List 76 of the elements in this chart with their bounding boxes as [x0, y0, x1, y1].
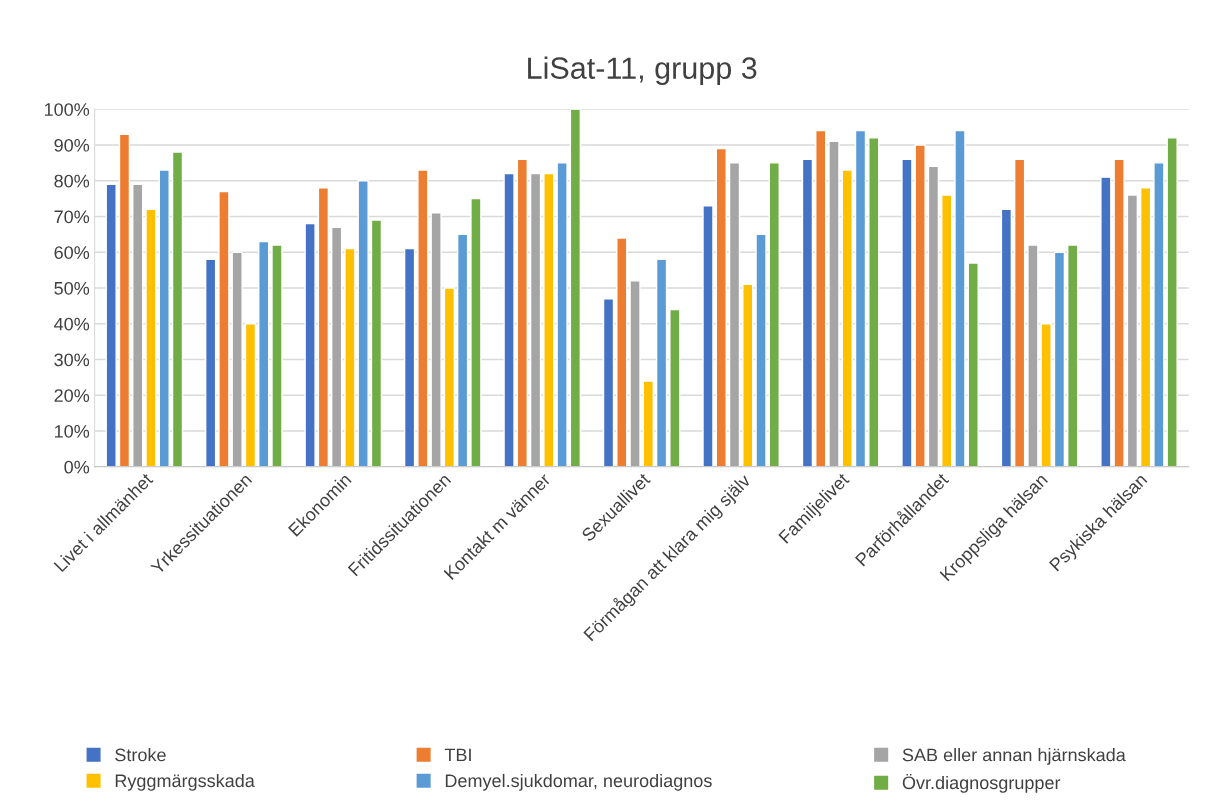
bar: [801, 158, 814, 467]
y-tick-label: 0%: [64, 460, 90, 474]
bar: [629, 280, 641, 467]
bar: [569, 109, 582, 467]
y-tick-label: 40%: [54, 317, 90, 331]
legend-label: SAB eller annan hjärnskada: [902, 748, 1126, 765]
legend-label: Demyel.sjukdomar, neurodiagnos: [445, 773, 712, 791]
bar: [503, 172, 515, 467]
bar: [132, 183, 144, 467]
legend-label: TBI: [444, 748, 471, 762]
bar: [854, 129, 867, 467]
bar: [443, 287, 456, 467]
bar: [655, 258, 668, 467]
bar: [642, 380, 654, 467]
bar: [728, 162, 741, 467]
y-tick-label: 50%: [54, 281, 90, 295]
bar: [456, 233, 469, 467]
bar: [105, 183, 117, 467]
y-tick-label: 60%: [54, 246, 90, 259]
bar: [901, 158, 913, 467]
bar: [828, 140, 840, 467]
bar: [516, 158, 528, 467]
y-tick-label: 80%: [54, 174, 90, 188]
bar: [702, 205, 714, 467]
bar: [1067, 244, 1079, 467]
bar: [344, 247, 356, 467]
y-tick-label: 20%: [54, 389, 90, 402]
legend-label: Ryggmärgsskada: [115, 773, 255, 791]
bar: [304, 222, 316, 467]
legend-label: Stroke: [115, 748, 166, 762]
legend-label: Övr.diagnosgrupper: [902, 773, 1061, 793]
bar: [1027, 244, 1039, 467]
bar: [742, 283, 754, 467]
bar: [1053, 251, 1066, 467]
y-tick-label: 30%: [54, 353, 90, 367]
bar: [868, 137, 880, 467]
bar: [1000, 208, 1013, 467]
bar: [602, 298, 615, 467]
bar: [815, 129, 827, 467]
bar: [914, 144, 926, 467]
bar: [1013, 158, 1026, 467]
bar: [158, 169, 170, 467]
bar: [529, 172, 542, 467]
bar: [941, 194, 953, 467]
bar: [768, 162, 780, 467]
y-tick-label: 90%: [54, 138, 90, 152]
bar: [258, 240, 270, 467]
bar: [755, 233, 767, 467]
bar: [171, 151, 184, 467]
y-tick-label: 100%: [44, 103, 90, 116]
bar: [370, 219, 383, 467]
bar: [715, 147, 727, 467]
bar: [145, 208, 157, 467]
y-tick-label: 10%: [54, 424, 90, 438]
bar: [1126, 194, 1139, 467]
chart-title: LiSat-11, grupp 3: [528, 56, 757, 85]
bar: [967, 262, 979, 467]
bar: [470, 197, 482, 467]
bar: [244, 323, 257, 467]
bar: [218, 190, 230, 467]
bar: [330, 226, 343, 467]
bar: [954, 129, 966, 467]
bar: [403, 247, 416, 467]
bar: [204, 258, 217, 467]
bar: [231, 251, 243, 467]
bar: [841, 169, 853, 467]
bar: [271, 244, 283, 467]
bar: [317, 187, 330, 467]
bar: [118, 133, 131, 467]
bar: [669, 308, 681, 467]
bar: [616, 237, 628, 467]
bar: [357, 180, 369, 467]
y-tick-label: 70%: [54, 210, 90, 224]
bar: [1139, 187, 1152, 467]
bar: [927, 165, 940, 467]
bar: [1040, 323, 1052, 467]
